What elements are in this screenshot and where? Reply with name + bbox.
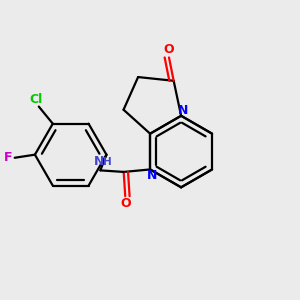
Text: O: O	[120, 197, 130, 211]
Text: H: H	[103, 157, 112, 167]
Text: O: O	[164, 43, 174, 56]
Text: N: N	[147, 169, 158, 182]
Text: Cl: Cl	[29, 93, 42, 106]
Text: N: N	[178, 104, 188, 117]
Text: N: N	[94, 155, 104, 168]
Text: F: F	[4, 151, 12, 164]
